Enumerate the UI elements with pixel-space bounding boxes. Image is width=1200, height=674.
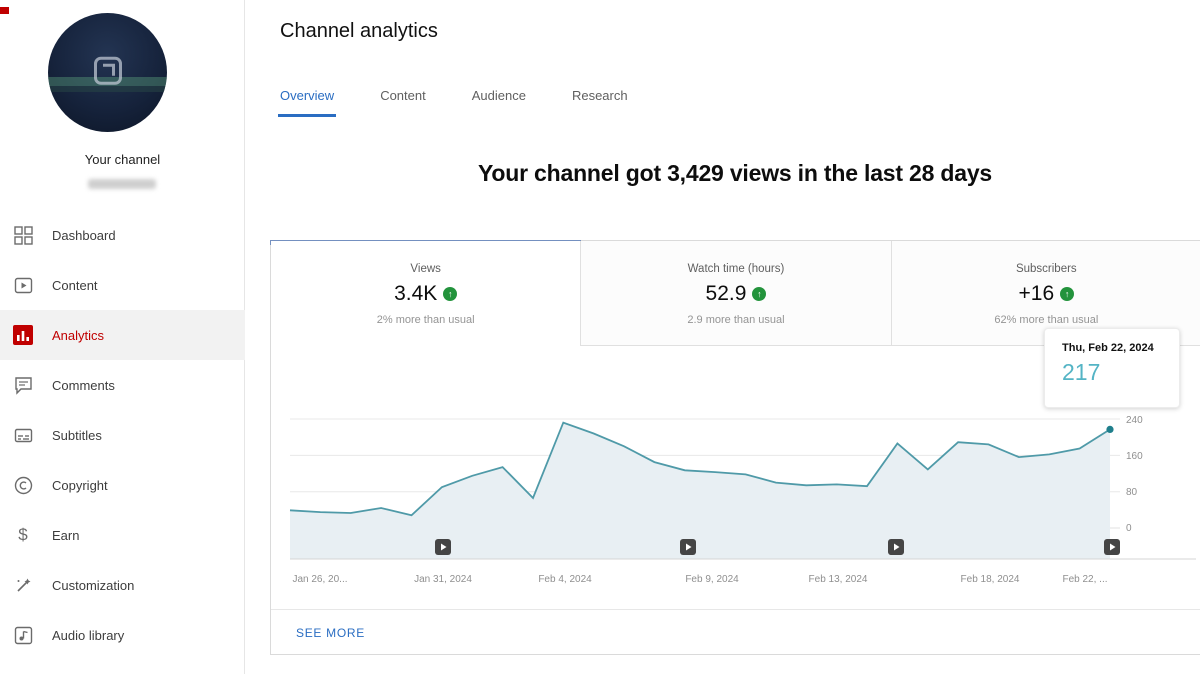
tab-research[interactable]: Research — [571, 88, 628, 103]
dashboard-icon — [12, 224, 34, 246]
sidebar-item-label: Subtitles — [52, 427, 102, 443]
tooltip-date: Thu, Feb 22, 2024 — [1062, 342, 1154, 354]
sidebar-item-label: Customization — [52, 577, 135, 593]
metric-value: +16 — [1018, 282, 1055, 305]
share-arrow-icon — [93, 56, 122, 85]
metric-value: 3.4K — [394, 282, 438, 305]
chart-line — [289, 421, 1111, 517]
x-tick-label: Jan 26, 20... — [292, 574, 347, 585]
x-tick-label: Feb 18, 2024 — [961, 574, 1020, 585]
chart-area-fill — [290, 422, 1110, 559]
avatar-stripe — [48, 85, 167, 92]
subtitles-icon — [12, 424, 34, 446]
channel-avatar[interactable] — [48, 13, 167, 132]
y-tick-label: 80 — [1126, 487, 1138, 498]
sidebar-item-audio-library[interactable]: Audio library — [0, 610, 245, 660]
sidebar-item-analytics[interactable]: Analytics — [0, 310, 245, 360]
y-tick-label: 240 — [1126, 415, 1143, 426]
sidebar-item-label: Content — [52, 277, 98, 293]
analytics-card: Views 3.4K ↑ 2% more than usual Watch ti… — [270, 240, 1200, 655]
youtube-logo-fragment — [0, 7, 9, 14]
metric-value: 52.9 — [705, 282, 747, 305]
audio-library-icon — [12, 624, 34, 646]
sidebar: Your channel Dashboard Content Analytics — [0, 0, 245, 674]
trend-up-icon: ↑ — [443, 287, 458, 301]
video-marker[interactable] — [680, 539, 696, 555]
comments-icon — [12, 374, 34, 396]
x-tick-label: Feb 22, ... — [1062, 574, 1107, 585]
customization-icon — [12, 574, 34, 596]
metric-note: 2% more than usual — [376, 314, 475, 326]
video-marker[interactable] — [1104, 539, 1120, 555]
sidebar-item-label: Earn — [52, 527, 80, 543]
metric-label: Watch time (hours) — [687, 263, 785, 275]
trend-up-icon: ↑ — [1060, 287, 1075, 301]
metric-tab-watch-time[interactable]: Watch time (hours) 52.9 ↑ 2.9 more than … — [580, 241, 891, 346]
your-channel-label: Your channel — [84, 152, 161, 167]
content-icon — [12, 274, 34, 296]
sidebar-item-label: Comments — [52, 377, 115, 393]
trend-up-icon: ↑ — [752, 287, 767, 301]
x-tick-label: Feb 9, 2024 — [685, 574, 739, 585]
metric-label: Subscribers — [1015, 263, 1077, 275]
sidebar-item-label: Analytics — [52, 327, 105, 343]
channel-name-blurred — [88, 179, 156, 189]
sidebar-item-comments[interactable]: Comments — [0, 360, 245, 410]
chart-highlight-dot[interactable] — [1106, 425, 1114, 433]
y-tick-label: 160 — [1126, 451, 1143, 462]
analytics-tabs: Overview Content Audience Research — [277, 88, 628, 117]
metric-tab-views[interactable]: Views 3.4K ↑ 2% more than usual — [271, 241, 581, 346]
sidebar-item-dashboard[interactable]: Dashboard — [0, 210, 245, 260]
views-line-chart[interactable]: 240 160 80 0 Jan 26, 20... Jan 31, 2024 … — [270, 390, 1200, 600]
x-tick-label: Feb 13, 2024 — [809, 574, 868, 585]
metric-note: 2.9 more than usual — [687, 314, 785, 326]
metric-note: 62% more than usual — [994, 314, 1099, 326]
chart-tooltip: Thu, Feb 22, 2024 217 — [1044, 328, 1180, 408]
tab-audience[interactable]: Audience — [471, 88, 526, 103]
see-more-link[interactable]: SEE MORE — [296, 626, 365, 640]
sidebar-item-earn[interactable]: $ Earn — [0, 510, 245, 560]
y-tick-label: 0 — [1126, 523, 1132, 534]
sidebar-item-copyright[interactable]: Copyright — [0, 460, 245, 510]
tooltip-value: 217 — [1062, 359, 1101, 385]
sidebar-item-label: Copyright — [52, 477, 108, 493]
x-tick-label: Jan 31, 2024 — [414, 574, 472, 585]
tab-overview[interactable]: Overview — [277, 88, 337, 117]
sidebar-item-customization[interactable]: Customization — [0, 560, 245, 610]
views-headline: Your channel got 3,429 views in the last… — [477, 160, 993, 186]
page-title: Channel analytics — [280, 20, 438, 42]
analytics-icon — [12, 324, 34, 346]
sidebar-item-label: Audio library — [52, 627, 125, 643]
x-tick-label: Feb 4, 2024 — [538, 574, 592, 585]
sidebar-menu: Dashboard Content Analytics Comments Sub — [0, 210, 245, 660]
sidebar-item-label: Dashboard — [52, 227, 116, 243]
sidebar-item-subtitles[interactable]: Subtitles — [0, 410, 245, 460]
tab-content[interactable]: Content — [380, 88, 426, 103]
video-marker[interactable] — [435, 539, 451, 555]
sidebar-item-content[interactable]: Content — [0, 260, 245, 310]
video-marker[interactable] — [888, 539, 904, 555]
metric-label: Views — [410, 263, 441, 275]
copyright-icon — [12, 474, 34, 496]
card-footer: SEE MORE — [271, 609, 1200, 642]
earn-icon: $ — [18, 525, 28, 544]
